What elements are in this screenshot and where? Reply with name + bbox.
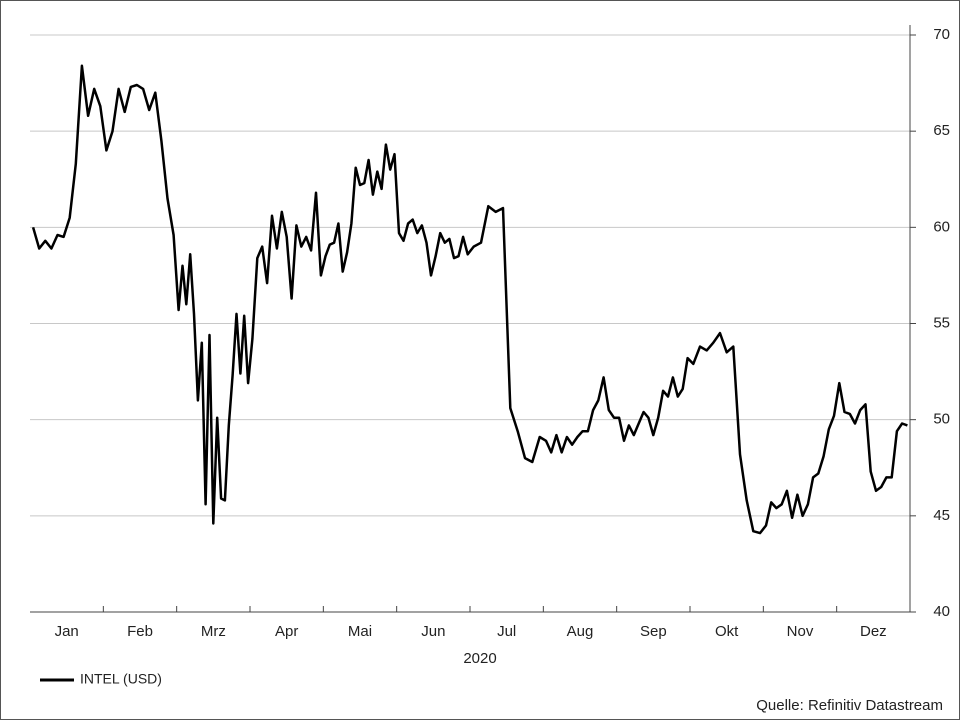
- x-tick-label: Sep: [640, 623, 667, 640]
- line: [31, 64, 908, 535]
- x-tick-label: Apr: [275, 623, 298, 640]
- x-tick-label: Aug: [567, 623, 594, 640]
- x-tick-label: Jan: [55, 623, 79, 640]
- y-tick-label: 65: [933, 122, 950, 139]
- y-tick-label: 50: [933, 411, 950, 428]
- y-tick-label: 40: [933, 603, 950, 620]
- x-tick-label: Jul: [497, 623, 516, 640]
- y-tick-label: 60: [933, 218, 950, 235]
- x-tick-label: Okt: [715, 623, 739, 640]
- legend-label: INTEL (USD): [80, 671, 162, 687]
- x-tick-label: Nov: [787, 623, 814, 640]
- x-axis-label: 2020: [463, 650, 496, 667]
- x-tick-label: Dez: [860, 623, 887, 640]
- x-tick-label: Mai: [348, 623, 372, 640]
- x-tick-label: Jun: [421, 623, 445, 640]
- y-tick-label: 45: [933, 507, 950, 524]
- y-tick-label: 55: [933, 314, 950, 331]
- source: Quelle: Refinitiv Datastream: [756, 697, 943, 714]
- x-tick-label: Feb: [127, 623, 153, 640]
- y-tick-label: 70: [933, 26, 950, 43]
- x-tick-label: Mrz: [201, 623, 226, 640]
